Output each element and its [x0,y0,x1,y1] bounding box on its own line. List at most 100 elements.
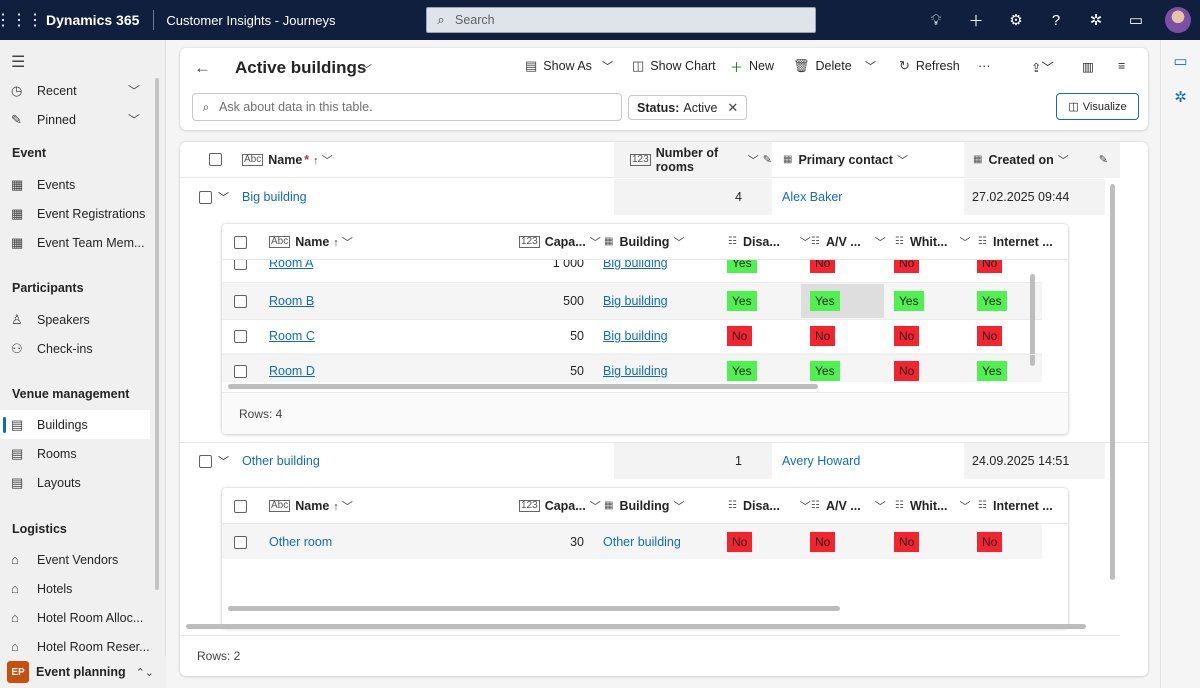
grid-horizontal-scrollbar[interactable] [186,624,1086,629]
select-all-checkbox[interactable] [234,488,247,524]
gear-icon[interactable]: ⚙ [1009,12,1023,29]
room-name-link[interactable]: Room A [269,260,314,270]
av-value[interactable]: Yes [801,284,884,318]
column-header-white[interactable]: ☷ Whit... ﹀ [894,488,970,524]
table-row[interactable]: Room B 500 Big building Yes Yes Yes Yes [222,283,1042,319]
row-checkbox[interactable] [234,524,247,560]
nav-scrollbar[interactable] [155,78,159,590]
ask-data-input[interactable]: ⌕ Ask about data in this table. [192,93,622,121]
copilot-icon[interactable]: ✲ [1174,89,1187,106]
sidebar-item-check-ins[interactable]: ⚇ Check-ins [0,334,150,363]
hamburger-icon[interactable]: ☰ [11,54,26,71]
edit-columns-icon[interactable]: ▥ [1082,57,1094,75]
primary-contact-link[interactable]: Alex Baker [782,190,843,204]
lightbulb-icon[interactable]: 💡︎ [930,11,942,29]
column-header-internet[interactable]: ☷ Internet ... [977,488,1053,524]
delete-button[interactable]: 🗑︎ Delete [793,57,852,75]
building-link[interactable]: Big building [603,329,668,343]
table-row[interactable]: ﹀ Other building 1 Avery Howard 24.09.20… [180,443,1120,479]
table-row[interactable]: Room C 50 Big building No No No No [222,318,1042,354]
nav-pinned[interactable]: ✎ Pinned ﹀ [0,105,150,134]
row-checkbox[interactable] [199,179,212,215]
expand-chevron-icon[interactable]: ﹀ [218,456,229,468]
chat-icon[interactable]: ▭ [1128,12,1144,29]
more-commands-icon[interactable]: ··· [978,57,991,75]
show-chart-button[interactable]: ◫ Show Chart [632,57,716,75]
row-checkbox[interactable] [199,443,212,479]
search-input[interactable]: ⌕ Search [426,7,816,33]
more-delete-chevron[interactable]: ﹀ [865,57,876,75]
table-row[interactable]: Other room 30 Other building No No No No [222,524,1042,559]
room-name-link[interactable]: Room D [269,364,315,378]
column-header-created[interactable]: ▦ Created on ﹀ ✎ [964,142,1120,178]
column-header-capacity[interactable]: 123 Capa... ﹀ [519,224,601,260]
building-link[interactable]: Big building [603,294,668,308]
sidebar-item-speakers[interactable]: ♙ Speakers [0,305,150,334]
column-header-av[interactable]: ☷ A/V ... ﹀ [810,224,886,260]
view-title[interactable]: Active buildings [235,58,367,77]
column-header-name[interactable]: Abc Name * ↑ ﹀ [242,142,333,178]
show-as-button[interactable]: ▤ Show As ﹀ [525,57,613,75]
grid-vertical-scrollbar[interactable] [1110,184,1115,580]
select-all-checkbox[interactable] [209,142,222,178]
refresh-button[interactable]: ↻ Refresh [899,57,960,75]
sidebar-item-hotels[interactable]: ⌂ Hotels [0,574,150,603]
help-icon[interactable]: ? [1051,11,1061,29]
row-checkbox[interactable] [234,318,247,354]
sidebar-item-layouts[interactable]: ▤ Layouts [0,468,150,497]
room-name-link[interactable]: Room B [269,294,315,308]
new-button[interactable]: ＋ New [730,57,774,75]
row-checkbox[interactable] [234,260,247,276]
sidebar-item-event-registrations[interactable]: ▦ Event Registrations [0,199,150,228]
row-checkbox[interactable] [234,283,247,319]
column-header-av[interactable]: ☷ A/V ... ﹀ [810,488,886,524]
column-header-disabled[interactable]: ☷ Disa... ﹀ [727,224,811,260]
column-header-building[interactable]: ▦ Building ﹀ [603,488,684,524]
copilot-icon[interactable]: ✲ [1089,12,1103,29]
share-icon[interactable]: ⇪﹀ [1031,57,1054,75]
building-link[interactable]: Other building [603,535,681,549]
app-launcher-icon[interactable]: ⋮⋮⋮ [0,12,43,29]
sidebar-item-hotel-room-reser[interactable]: ⌂ Hotel Room Reser... [0,632,150,661]
room-name-link[interactable]: Other room [269,535,333,549]
primary-contact-link[interactable]: Avery Howard [782,454,861,468]
column-header-disabled[interactable]: ☷ Disa... ﹀ [727,488,811,524]
visualize-button[interactable]: ◫ Visualize [1056,93,1139,120]
building-link[interactable]: Big building [603,364,668,378]
column-header-contact[interactable]: ▦ Primary contact ﹀ [782,142,908,178]
row-checkbox[interactable] [234,353,247,382]
product-name[interactable]: Dynamics 365 [46,12,140,28]
sidebar-item-hotel-room-alloc[interactable]: ⌂ Hotel Room Alloc... [0,603,150,632]
column-header-name[interactable]: Abc Name ↑ ﹀ [269,224,353,260]
column-header-internet[interactable]: ☷ Internet ... [977,224,1053,260]
building-link[interactable]: Big building [603,260,668,270]
area-switcher[interactable]: EP Event planning ⌃⌄ [0,656,166,688]
sidebar-item-buildings[interactable]: ▤ Buildings [0,410,150,439]
column-header-white[interactable]: ☷ Whit... ﹀ [894,224,970,260]
building-name-link[interactable]: Other building [242,454,320,468]
table-row[interactable]: ﹀ Big building 4 Alex Baker 27.02.2025 0… [180,179,1120,215]
column-header-rooms[interactable]: 123 Number of rooms ﹀ ✎ [614,142,772,178]
table-row[interactable]: Room A 1 000 Big building Yes No No No [222,260,1042,276]
filter-icon[interactable]: ≡ [1118,57,1125,75]
column-header-name[interactable]: Abc Name ↑ ﹀ [269,488,353,524]
chevron-down-icon[interactable]: ﹀ [361,64,372,76]
expand-chevron-icon[interactable]: ﹀ [218,192,229,204]
subgrid-horizontal-scrollbar[interactable] [228,606,840,611]
nav-recent[interactable]: ◷ Recent ﹀ [0,76,150,105]
plus-icon[interactable]: ＋ [968,12,984,30]
chat-icon[interactable]: ▭ [1173,53,1188,70]
sidebar-item-events[interactable]: ▦ Events [0,170,150,199]
select-all-checkbox[interactable] [234,224,247,260]
app-name[interactable]: Customer Insights - Journeys [166,12,336,28]
sidebar-item-event-team[interactable]: ▦ Event Team Mem... [0,228,150,257]
table-row[interactable]: Room D 50 Big building Yes Yes No Yes [222,353,1042,382]
column-header-building[interactable]: ▦ Building ﹀ [603,224,684,260]
close-icon[interactable]: ✕ [727,99,739,115]
column-header-capacity[interactable]: 123 Capa... ﹀ [519,488,601,524]
subgrid-horizontal-scrollbar[interactable] [228,384,818,389]
back-arrow-icon[interactable]: ← [194,58,211,77]
sidebar-item-rooms[interactable]: ▤ Rooms [0,439,150,468]
avatar[interactable] [1165,7,1191,33]
building-name-link[interactable]: Big building [242,190,307,204]
